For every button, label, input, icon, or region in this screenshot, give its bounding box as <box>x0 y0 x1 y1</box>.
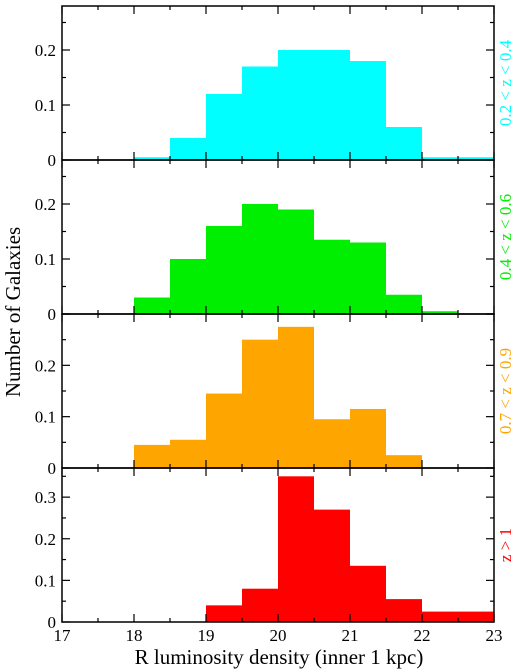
histogram-bar <box>170 439 206 468</box>
histogram-bar <box>278 476 314 622</box>
histogram-bar <box>206 94 242 160</box>
histogram-bar <box>350 408 386 468</box>
y-tick-label: 0.1 <box>35 571 56 590</box>
histogram-bar <box>386 127 422 160</box>
histogram-bar <box>350 565 386 622</box>
x-tick-label: 23 <box>486 626 503 645</box>
histogram-bar <box>242 588 278 622</box>
y-tick-label: 0 <box>48 613 57 632</box>
histogram-bar <box>206 393 242 468</box>
y-tick-label: 0.2 <box>35 195 56 214</box>
histogram-bar <box>458 157 494 160</box>
histogram-bar <box>134 297 170 314</box>
panel-1-bars <box>134 50 494 160</box>
histogram-bar <box>350 242 386 314</box>
panel-2-bars <box>134 204 458 314</box>
x-tick-label: 21 <box>342 626 359 645</box>
panel-3-bars <box>134 326 422 468</box>
histogram-bar <box>386 455 422 468</box>
y-tick-label: 0.3 <box>35 488 56 507</box>
histogram-bar <box>314 239 350 314</box>
histogram-bar <box>242 339 278 468</box>
histogram-bar <box>170 138 206 160</box>
y-tick-label: 0.1 <box>35 250 56 269</box>
panel-4-redshift-label: z > 1 <box>496 528 515 562</box>
panel-2-y-axis: 0 0.1 0.2 <box>35 175 494 324</box>
histogram-bar <box>314 509 350 622</box>
x-tick-label: 17 <box>54 626 72 645</box>
x-tick-label: 18 <box>126 626 143 645</box>
histogram-bar <box>314 50 350 160</box>
histogram-bar <box>422 157 458 160</box>
panel-1-y-axis: 0 0.1 0.2 <box>35 21 494 170</box>
y-tick-label: 0.2 <box>35 356 56 375</box>
x-tick-label: 20 <box>270 626 287 645</box>
x-axis-title: R luminosity density (inner 1 kpc) <box>135 645 424 669</box>
panel-3-redshift-label: 0.7 < z < 0.9 <box>496 348 515 434</box>
histogram-bar <box>278 209 314 314</box>
panel-4-y-axis: 0 0.1 0.2 0.3 <box>35 475 494 632</box>
y-axis-title: Number of Galaxies <box>1 227 25 397</box>
histogram-bar <box>134 157 170 160</box>
histogram-bar <box>134 444 170 468</box>
histogram-bar <box>386 294 422 314</box>
y-tick-label: 0 <box>48 305 57 324</box>
histogram-bar <box>314 419 350 468</box>
histogram-bar <box>242 66 278 160</box>
x-axis: 17 18 19 20 21 22 23 <box>54 626 503 645</box>
y-tick-label: 0 <box>48 459 57 478</box>
histogram-bar <box>458 611 494 622</box>
histogram-bar <box>170 259 206 314</box>
histogram-bar <box>278 50 314 160</box>
histogram-bar <box>278 326 314 468</box>
panel-3: 0 0.1 0.2 0.7 < z < 0.9 <box>35 313 515 478</box>
histogram-bar <box>350 61 386 160</box>
histogram-bar <box>422 611 458 622</box>
x-tick-label: 19 <box>198 626 215 645</box>
panel-3-y-axis: 0 0.1 0.2 <box>35 313 494 478</box>
y-tick-label: 0.2 <box>35 41 56 60</box>
histogram-bar <box>386 599 422 622</box>
histogram-bar <box>242 204 278 314</box>
histogram-bar <box>206 226 242 314</box>
panel-4: 0 0.1 0.2 0.3 z > 1 <box>35 467 515 632</box>
histogram-bar <box>206 605 242 622</box>
panel-1: 0 0.1 0.2 0.2 < z < 0.4 <box>35 5 515 170</box>
panel-1-redshift-label: 0.2 < z < 0.4 <box>496 39 515 126</box>
histogram-bar <box>422 311 458 314</box>
panel-2-x-ticks <box>61 160 495 314</box>
panel-4-x-ticks <box>61 468 495 622</box>
y-tick-label: 0.1 <box>35 408 56 427</box>
y-tick-label: 0 <box>48 151 57 170</box>
panel-4-bars <box>206 476 494 622</box>
panel-2-redshift-label: 0.4 < z < 0.6 <box>496 194 515 280</box>
x-tick-label: 22 <box>414 626 431 645</box>
panels-group: 0 0.1 0.2 0.2 < z < 0.4 0 0.1 0.2 0.4 < z < 0.6… <box>35 5 515 632</box>
y-tick-label: 0.2 <box>35 530 56 549</box>
panel-2: 0 0.1 0.2 0.4 < z < 0.6 <box>35 159 515 324</box>
y-tick-label: 0.1 <box>35 96 56 115</box>
